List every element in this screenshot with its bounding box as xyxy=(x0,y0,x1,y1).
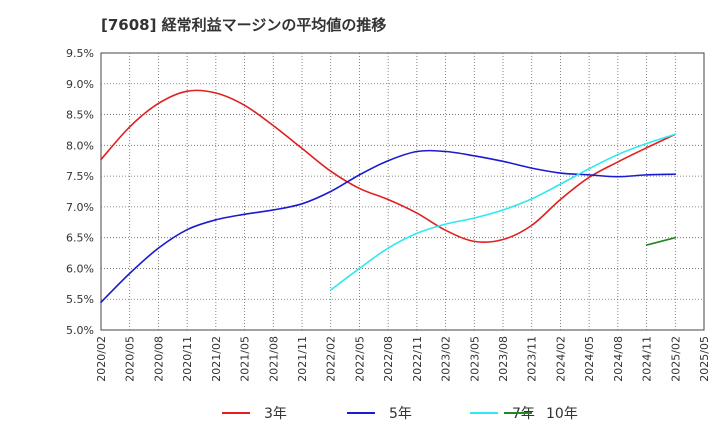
x-tick-label: 2020/05 xyxy=(124,336,137,382)
x-tick-label: 2022/05 xyxy=(353,336,366,382)
x-tick-label: 2025/02 xyxy=(669,336,682,382)
x-tick-label: 2023/05 xyxy=(468,336,481,382)
y-tick-label: 9.0% xyxy=(66,78,94,91)
y-tick-label: 8.5% xyxy=(66,109,94,122)
x-tick-label: 2024/08 xyxy=(612,336,625,382)
x-axis-ticks: 2020/02 2020/05 2020/08 2020/11 2021/02 2021/… xyxy=(95,336,711,382)
legend-label-4: 10年 xyxy=(546,406,578,422)
series-line-4 xyxy=(645,236,677,246)
x-tick-label: 2025/05 xyxy=(698,336,711,382)
legend-label-1: 3年 xyxy=(264,406,287,422)
series-line-1 xyxy=(100,89,677,243)
y-tick-label: 7.0% xyxy=(66,201,94,214)
chart-title: [7608] 経常利益マージンの平均値の推移 xyxy=(101,16,387,34)
x-tick-label: 2022/11 xyxy=(411,336,424,382)
x-tick-label: 2020/08 xyxy=(152,336,165,382)
legend-label-2: 5年 xyxy=(389,406,412,422)
x-tick-label: 2024/11 xyxy=(641,336,654,382)
x-tick-label: 2021/02 xyxy=(210,336,223,382)
x-tick-label: 2023/11 xyxy=(526,336,539,382)
x-tick-label: 2022/08 xyxy=(382,336,395,382)
x-tick-label: 2024/02 xyxy=(554,336,567,382)
x-tick-label: 2024/05 xyxy=(583,336,596,382)
legend: 3年5年7年10年 xyxy=(222,406,578,422)
x-tick-label: 2021/11 xyxy=(296,336,309,382)
plot-area xyxy=(100,52,705,331)
series-layer xyxy=(100,89,677,304)
y-tick-label: 8.0% xyxy=(66,139,94,152)
y-axis-ticks: 5.0% 5.5% 6.0% 6.5% 7.0% 7.5% 8.0% 8.5% 9.0% 9.5% xyxy=(66,47,94,337)
x-tick-label: 2023/08 xyxy=(497,336,510,382)
y-tick-label: 5.0% xyxy=(66,324,94,337)
y-tick-label: 6.0% xyxy=(66,262,94,275)
x-tick-label: 2021/08 xyxy=(267,336,280,382)
y-tick-label: 7.5% xyxy=(66,170,94,183)
x-tick-label: 2020/11 xyxy=(181,336,194,382)
series-line-2 xyxy=(100,149,677,304)
x-tick-label: 2023/02 xyxy=(440,336,453,382)
y-tick-label: 5.5% xyxy=(66,293,94,306)
series-line-3 xyxy=(329,133,677,291)
y-tick-label: 6.5% xyxy=(66,232,94,245)
x-tick-label: 2020/02 xyxy=(95,336,108,382)
x-tick-label: 2021/05 xyxy=(239,336,252,382)
y-tick-label: 9.5% xyxy=(66,47,94,60)
x-tick-label: 2022/02 xyxy=(325,336,338,382)
